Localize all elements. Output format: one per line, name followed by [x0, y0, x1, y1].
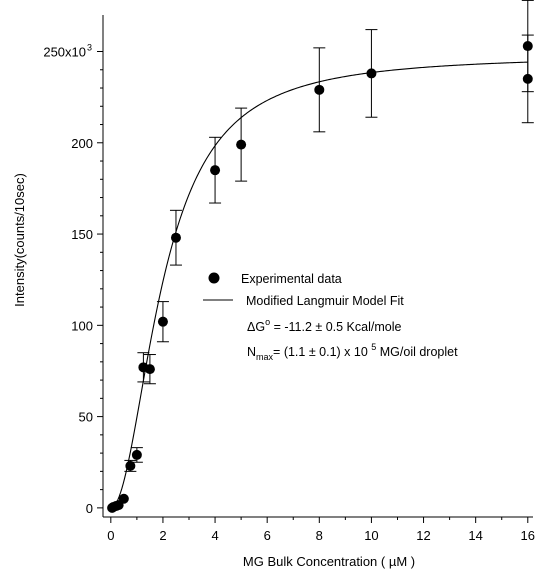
y-tick-label: 200: [71, 136, 93, 151]
x-axis: 0 2 4 6 8 10 12 14 16: [107, 517, 535, 543]
data-point: [314, 84, 325, 95]
x-tick-label: 4: [211, 528, 218, 543]
data-point: [170, 232, 181, 243]
y-axis-title: Intensity(counts/10sec): [12, 173, 27, 307]
data-point: [210, 165, 221, 176]
x-tick-label: 16: [521, 528, 535, 543]
data-point: [522, 41, 533, 52]
annotation-delta-g: ΔGo = -11.2 ± 0.5 Kcal/mole: [247, 317, 401, 334]
x-tick-label: 12: [416, 528, 430, 543]
x-tick-label: 10: [364, 528, 378, 543]
legend-box: [195, 248, 548, 366]
y-axis: 0 50 100 150 200 250x10 3: [43, 43, 103, 516]
data-point: [236, 139, 247, 150]
error-bar-layer: [124, 0, 534, 472]
plot-frame: [102, 15, 533, 518]
x-tick-label: 8: [316, 528, 323, 543]
legend-label-fit: Modified Langmuir Model Fit: [246, 294, 404, 308]
x-tick-label: 6: [264, 528, 271, 543]
y-tick-label: 0: [86, 501, 93, 516]
data-point: [131, 449, 142, 460]
y-tick-label: 250x10: [43, 45, 86, 60]
x-axis-title: MG Bulk Concentration ( µM ): [243, 554, 415, 569]
y-tick-exponent: 3: [87, 43, 92, 53]
data-point: [157, 316, 168, 327]
x-tick-label: 0: [107, 528, 114, 543]
legend-label-data: Experimental data: [241, 272, 342, 286]
legend-marker-data: [208, 272, 220, 284]
y-tick-label: 50: [79, 410, 93, 425]
x-tick-label: 14: [468, 528, 482, 543]
legend: Experimental data Modified Langmuir Mode…: [195, 248, 548, 366]
y-tick-label: 150: [71, 227, 93, 242]
data-point: [125, 460, 136, 471]
data-point: [118, 493, 129, 504]
data-point: [522, 73, 533, 84]
y-tick-label: 100: [71, 318, 93, 333]
data-point-layer: [107, 41, 533, 513]
data-point: [144, 364, 155, 375]
annotation-nmax: Nmax= (1.1 ± 0.1) x 10 5 MG/oil droplet: [247, 342, 458, 362]
data-point: [366, 68, 377, 79]
x-tick-label: 2: [159, 528, 166, 543]
